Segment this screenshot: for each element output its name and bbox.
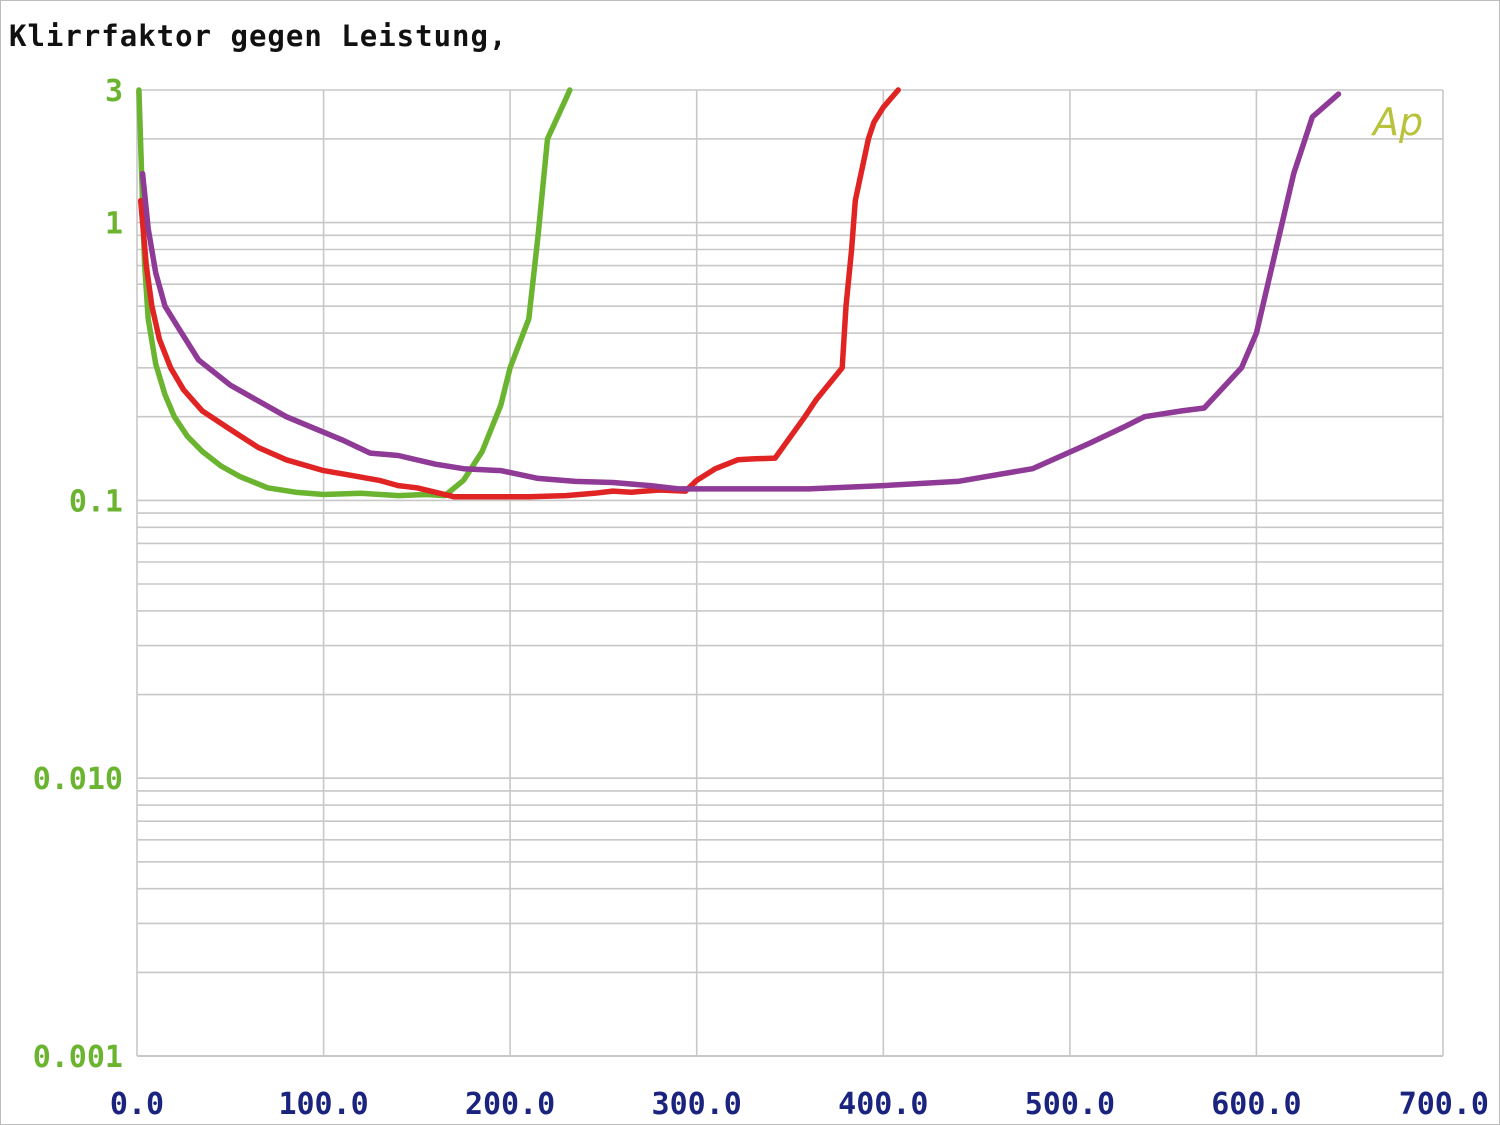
grid — [136, 89, 1444, 1057]
x-tick-label: 200.0 — [465, 1087, 555, 1122]
x-tick-label: 500.0 — [1025, 1087, 1115, 1122]
y-axis-ticks: 3 1 0.1 0.010 0.001 — [33, 74, 123, 1075]
x-tick-label: 700.0 — [1399, 1087, 1489, 1122]
y-tick-label: 0.001 — [33, 1040, 123, 1075]
x-tick-label: 400.0 — [838, 1087, 928, 1122]
y-tick-label: 1 — [105, 207, 123, 242]
x-tick-label: 100.0 — [278, 1087, 368, 1122]
series-line-1 — [136, 87, 573, 499]
chart-title: Klirrfaktor gegen Leistung, — [9, 19, 508, 53]
x-tick-label: 300.0 — [652, 1087, 742, 1122]
ap-watermark: Ap — [1370, 100, 1423, 144]
series-line-3 — [139, 91, 1342, 492]
series-layer — [136, 87, 1342, 500]
y-tick-label: 0.010 — [33, 762, 123, 797]
series-line-2 — [137, 87, 901, 500]
y-tick-label: 3 — [105, 74, 123, 109]
y-tick-label: 0.1 — [69, 484, 123, 519]
x-tick-label: 0.0 — [110, 1087, 164, 1122]
x-axis-ticks: 0.0 100.0 200.0 300.0 400.0 500.0 600.0 700.0 — [110, 1087, 1489, 1122]
x-tick-label: 600.0 — [1211, 1087, 1301, 1122]
